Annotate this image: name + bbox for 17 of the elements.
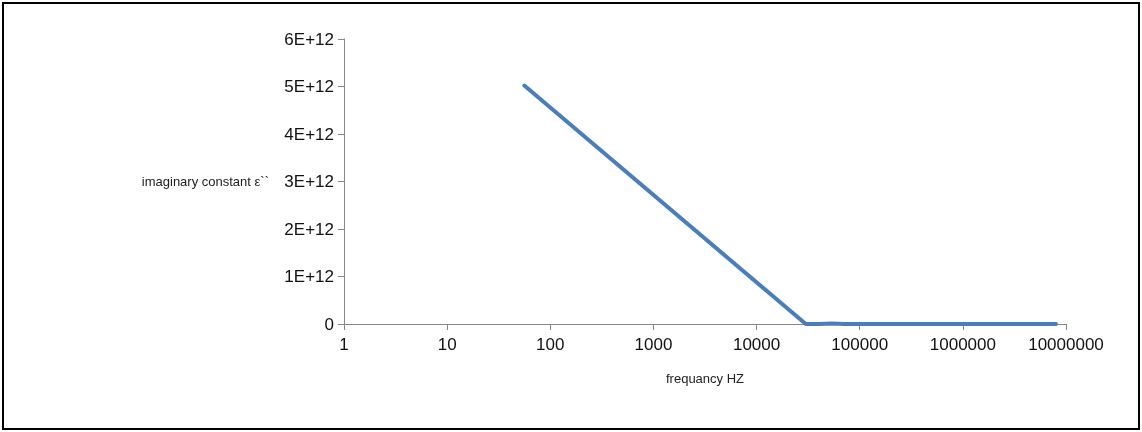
x-axis-title: frequancy HZ (665, 371, 745, 386)
y-tick-label: 1E+12 (284, 267, 334, 286)
y-axis-title: imaginary constant ε`` (141, 174, 269, 189)
x-tick-label: 1000000 (929, 335, 996, 354)
x-tick-label: 1 (339, 335, 349, 354)
x-tick-label: 10000 (732, 335, 781, 354)
y-tick-label: 3E+12 (284, 172, 334, 191)
y-tick-label: 4E+12 (284, 124, 334, 144)
x-tick-label: 100000 (831, 335, 889, 354)
y-tick-label: 6E+12 (284, 29, 334, 49)
y-tick-label: 5E+12 (284, 77, 334, 96)
x-tick-label: 10 (437, 335, 457, 354)
y-tick-label: 2E+12 (284, 219, 334, 239)
x-tick-label: 100 (536, 335, 565, 354)
y-tick-label: 0 (324, 314, 334, 334)
x-tick-label: 10000000 (1028, 335, 1104, 354)
x-tick-label: 1000 (634, 335, 673, 354)
